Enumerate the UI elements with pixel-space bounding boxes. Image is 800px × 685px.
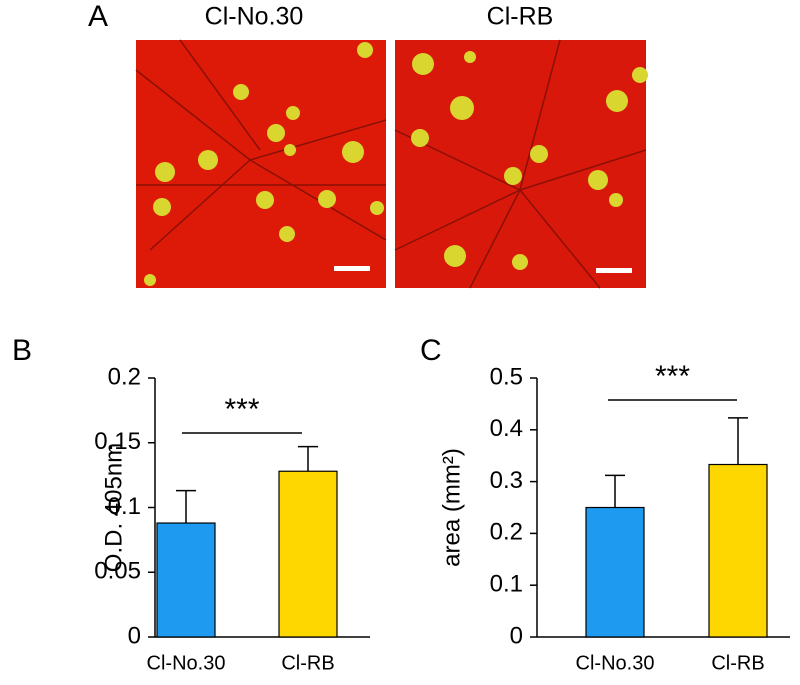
panel-label: A: [88, 0, 108, 33]
panel-label: B: [12, 334, 32, 367]
y-tick-label: 0.5: [490, 363, 523, 390]
y-tick-label: 0.1: [490, 571, 523, 598]
leaf-image: [394, 39, 648, 289]
y-tick-label: 0.3: [490, 467, 523, 494]
bar: [585, 506, 645, 638]
x-tick-label: Cl-RB: [281, 652, 334, 674]
y-tick-label: 0.4: [490, 415, 523, 442]
image-title: Cl-RB: [487, 3, 554, 31]
y-tick-label: 0: [128, 622, 141, 649]
bar: [278, 470, 338, 638]
x-tick-label: Cl-No.30: [147, 652, 226, 674]
image-title: Cl-No.30: [205, 3, 304, 31]
bar: [708, 463, 768, 638]
y-tick-label: 0.2: [490, 519, 523, 546]
y-axis-label: O.D. 405nm: [100, 443, 127, 572]
y-axis-label: area (mm²): [438, 448, 465, 567]
bar: [156, 522, 216, 638]
annotation: ***: [224, 393, 259, 426]
x-tick-label: Cl-RB: [711, 652, 764, 674]
y-tick-label: 0.05: [94, 558, 141, 585]
panel-label: C: [420, 334, 442, 367]
leaf-image: [135, 39, 387, 288]
y-tick-label: 0: [510, 622, 523, 649]
annotation: ***: [655, 360, 690, 393]
y-tick-label: 0.2: [108, 363, 141, 390]
x-tick-label: Cl-No.30: [576, 652, 655, 674]
y-tick-label: 0.1: [108, 493, 141, 520]
y-tick-label: 0.15: [94, 428, 141, 455]
